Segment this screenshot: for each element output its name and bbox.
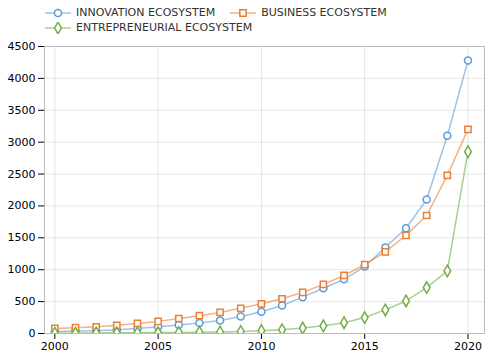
svg-text:3000: 3000 [8,136,36,149]
svg-text:2015: 2015 [351,340,379,353]
svg-text:2500: 2500 [8,168,36,181]
svg-text:2005: 2005 [144,340,172,353]
html-text:ENTREPRENEURIAL ECOSYSTEM: ENTREPRENEURIAL ECOSYSTEM [76,21,253,34]
svg-text:2020: 2020 [454,340,482,353]
svg-text:1000: 1000 [8,263,36,276]
html-text:INNOVATION ECOSYSTEM: INNOVATION ECOSYSTEM [76,6,216,19]
svg-text:2010: 2010 [247,340,275,353]
svg-text:500: 500 [15,295,36,308]
html-text:BUSINESS ECOSYSTEM: BUSINESS ECOSYSTEM [261,6,387,19]
svg-text:4500: 4500 [8,40,36,53]
svg-text:2000: 2000 [41,340,69,353]
svg-text:3500: 3500 [8,104,36,117]
svg-text:4000: 4000 [8,72,36,85]
svg-text:2000: 2000 [8,199,36,212]
svg-text:0: 0 [29,327,36,340]
svg-text:1500: 1500 [8,231,36,244]
